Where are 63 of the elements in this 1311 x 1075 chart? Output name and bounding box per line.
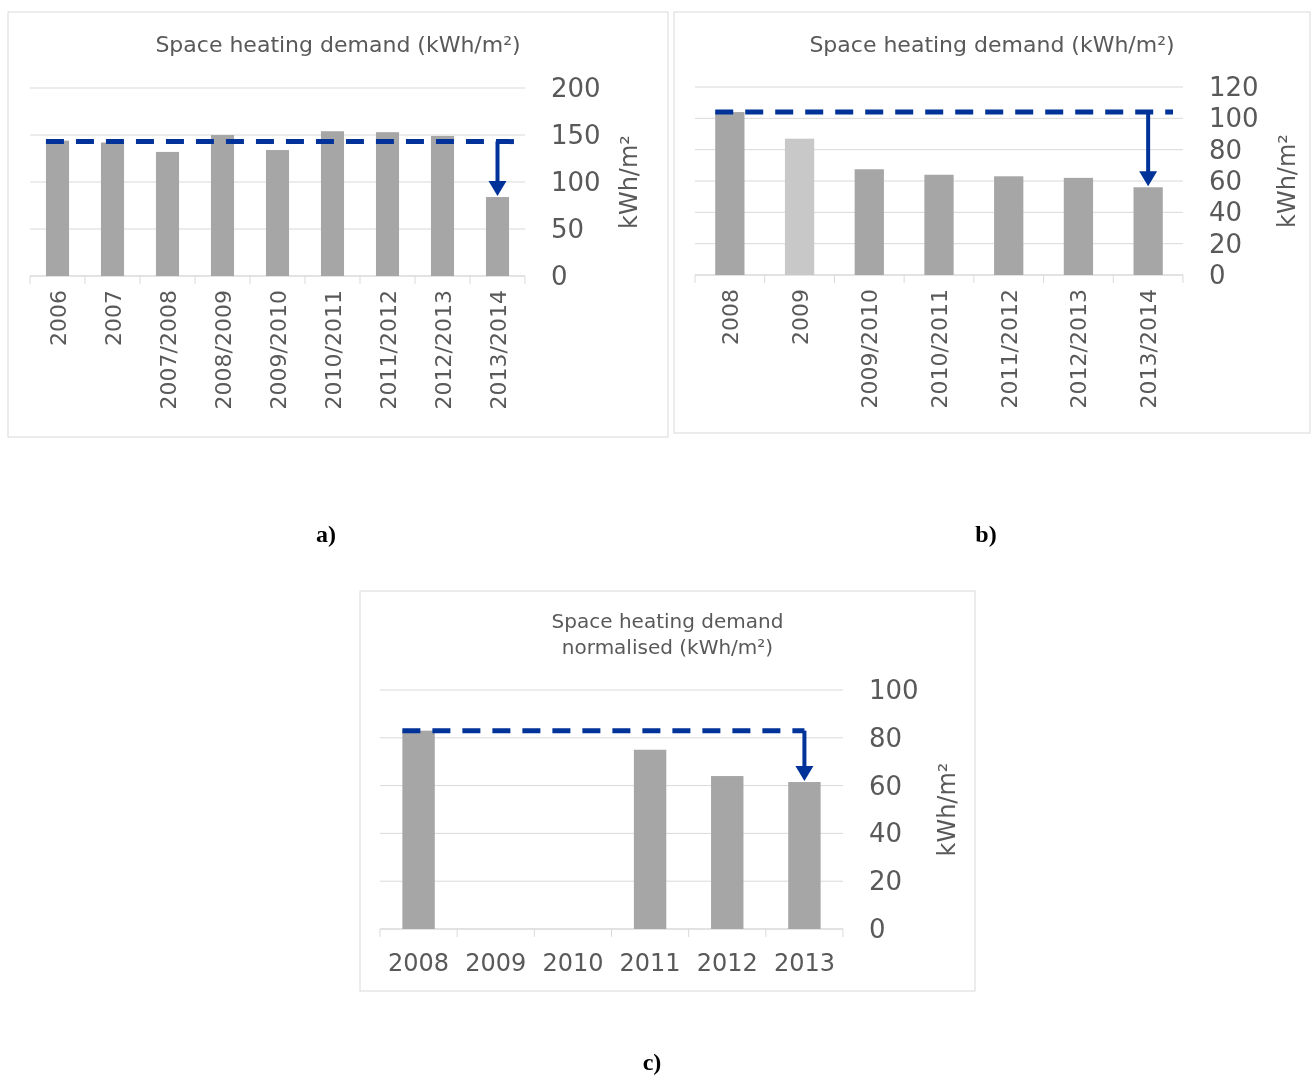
bar: [210, 135, 235, 276]
x-tick-label: 2012/2013: [430, 290, 456, 410]
x-tick-label: 2013: [773, 949, 835, 977]
y-tick-label: 100: [1209, 103, 1259, 134]
y-tick-label: 60: [869, 770, 903, 801]
y-tick-label: 80: [869, 722, 903, 753]
y-tick-label: 0: [551, 261, 568, 291]
y-tick-label: 0: [869, 914, 886, 944]
bar: [45, 140, 70, 276]
x-tick-label: 2008: [717, 289, 743, 345]
y-tick-label: 0: [1209, 260, 1226, 290]
y-tick-label: 80: [1209, 134, 1243, 165]
y-axis-title: kWh/m²: [1273, 134, 1301, 228]
chart-title: Space heating demand (kWh/m²): [155, 32, 521, 57]
x-tick-label: 2012: [696, 949, 758, 977]
x-tick-label: 2009/2010: [857, 289, 883, 409]
y-tick-label: 60: [1209, 166, 1243, 196]
bar: [994, 176, 1024, 275]
bar: [265, 150, 290, 276]
text: c): [642, 1049, 662, 1075]
y-axis-title: kWh/m²: [933, 762, 961, 857]
chart-title: Space heating demand normalised (kWh/m²): [551, 609, 784, 659]
y-tick-label: 40: [1209, 197, 1243, 228]
text: b): [975, 521, 997, 547]
x-tick-label: 2012/2013: [1066, 289, 1092, 409]
y-tick-label: 200: [551, 73, 601, 103]
bar: [375, 132, 400, 276]
y-tick-label: 20: [869, 866, 903, 897]
y-tick-label: 100: [551, 167, 601, 197]
x-tick-label: 2009: [465, 949, 527, 977]
bar: [100, 142, 125, 276]
x-tick-label: 2006: [45, 290, 71, 346]
bar: [715, 112, 745, 275]
bar: [320, 131, 345, 276]
text: a): [316, 521, 336, 547]
y-tick-label: 100: [869, 675, 919, 705]
x-tick-label: 2013/2014: [485, 290, 511, 410]
x-tick-label: 2008/2009: [210, 290, 236, 410]
x-tick-label: 2011/2012: [375, 290, 401, 410]
x-tick-label: 2010/2011: [320, 290, 346, 410]
y-tick-label: 20: [1209, 228, 1243, 259]
x-tick-label: 2009: [787, 289, 813, 345]
bar: [784, 138, 815, 275]
x-tick-label: 2010/2011: [927, 289, 952, 409]
chart-title: Space heating demand (kWh/m²): [809, 32, 1175, 57]
bar: [155, 151, 180, 276]
y-axis-title: kWh/m²: [615, 135, 643, 229]
y-tick-label: 50: [551, 214, 585, 244]
y-tick-label: 120: [1209, 72, 1259, 102]
x-tick-label: 2011/2012: [996, 289, 1022, 409]
x-tick-label: 2009/2010: [265, 290, 291, 410]
x-tick-label: 2013/2014: [1136, 289, 1162, 409]
x-tick-label: 2011: [619, 949, 681, 977]
bar: [1063, 177, 1094, 275]
bar: [924, 174, 954, 275]
x-tick-label: 2010: [542, 949, 604, 977]
y-tick-label: 150: [551, 120, 601, 150]
y-tick-label: 40: [869, 818, 903, 849]
bar: [430, 135, 455, 276]
x-tick-label: 2007/2008: [155, 290, 181, 410]
x-tick-label: 2007: [100, 290, 126, 346]
bar: [854, 169, 884, 275]
x-tick-label: 2008: [388, 949, 450, 977]
